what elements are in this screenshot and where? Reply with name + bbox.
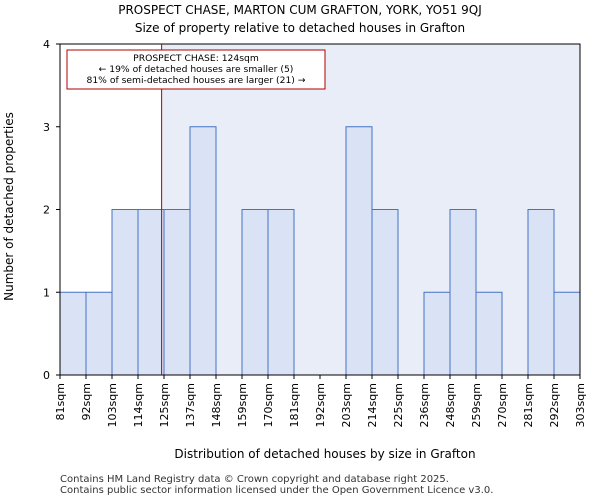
bar-248sqm (449, 209, 477, 376)
chart-title: PROSPECT CHASE, MARTON CUM GRAFTON, YORK… (118, 3, 482, 17)
bar-92sqm (85, 291, 113, 376)
x-tick-label-92sqm: 92sqm (80, 383, 93, 420)
bar-137sqm (189, 126, 217, 376)
x-tick-label-270sqm: 270sqm (496, 383, 509, 427)
y-tick-label-4: 4 (43, 38, 50, 51)
annotation-line-1: PROSPECT CHASE: 124sqm (133, 53, 259, 64)
x-tick-label-81sqm: 81sqm (54, 383, 67, 420)
x-tick-label-236sqm: 236sqm (418, 383, 431, 427)
annotation-line-3: 81% of semi-detached houses are larger (… (86, 75, 305, 86)
footer-copyright: Contains HM Land Registry data © Crown c… (60, 474, 449, 485)
x-tick-label-170sqm: 170sqm (262, 383, 275, 427)
annotation-line-2: ← 19% of detached houses are smaller (5) (99, 64, 294, 75)
bar-292sqm (553, 291, 581, 376)
bar-170sqm (267, 209, 295, 376)
y-tick-label-0: 0 (43, 369, 50, 382)
x-axis-label: Distribution of detached houses by size … (174, 447, 475, 461)
x-tick-label-292sqm: 292sqm (548, 383, 561, 427)
bar-103sqm (111, 209, 139, 376)
x-tick-label-181sqm: 181sqm (288, 383, 301, 427)
x-tick-label-281sqm: 281sqm (522, 383, 535, 427)
bar-159sqm (241, 209, 269, 376)
x-tick-label-137sqm: 137sqm (184, 383, 197, 427)
x-tick-label-303sqm: 303sqm (574, 383, 587, 427)
bar-203sqm (345, 126, 373, 376)
x-tick-label-114sqm: 114sqm (132, 383, 145, 427)
bar-114sqm (137, 209, 165, 376)
bar-236sqm (423, 291, 451, 376)
bar-214sqm (371, 209, 399, 376)
bar-281sqm (527, 209, 555, 376)
x-tick-label-148sqm: 148sqm (210, 383, 223, 427)
bar-259sqm (475, 291, 503, 376)
x-tick-label-259sqm: 259sqm (470, 383, 483, 427)
annotation-box (66, 49, 326, 90)
x-tick-label-103sqm: 103sqm (106, 383, 119, 427)
bar-125sqm (163, 209, 191, 376)
x-tick-label-192sqm: 192sqm (314, 383, 327, 427)
x-tick-label-203sqm: 203sqm (340, 383, 353, 427)
x-tick-label-225sqm: 225sqm (392, 383, 405, 427)
y-tick-label-3: 3 (43, 121, 50, 134)
y-axis-label: Number of detached properties (2, 112, 16, 301)
bar-81sqm (59, 291, 87, 376)
chart-subtitle: Size of property relative to detached ho… (134, 21, 466, 35)
footer-licence: Contains public sector information licen… (60, 485, 494, 496)
y-tick-label-2: 2 (43, 204, 50, 217)
x-tick-label-214sqm: 214sqm (366, 383, 379, 427)
x-tick-label-125sqm: 125sqm (158, 383, 171, 427)
x-tick-label-159sqm: 159sqm (236, 383, 249, 427)
x-tick-label-248sqm: 248sqm (444, 383, 457, 427)
y-tick-label-1: 1 (43, 286, 50, 299)
